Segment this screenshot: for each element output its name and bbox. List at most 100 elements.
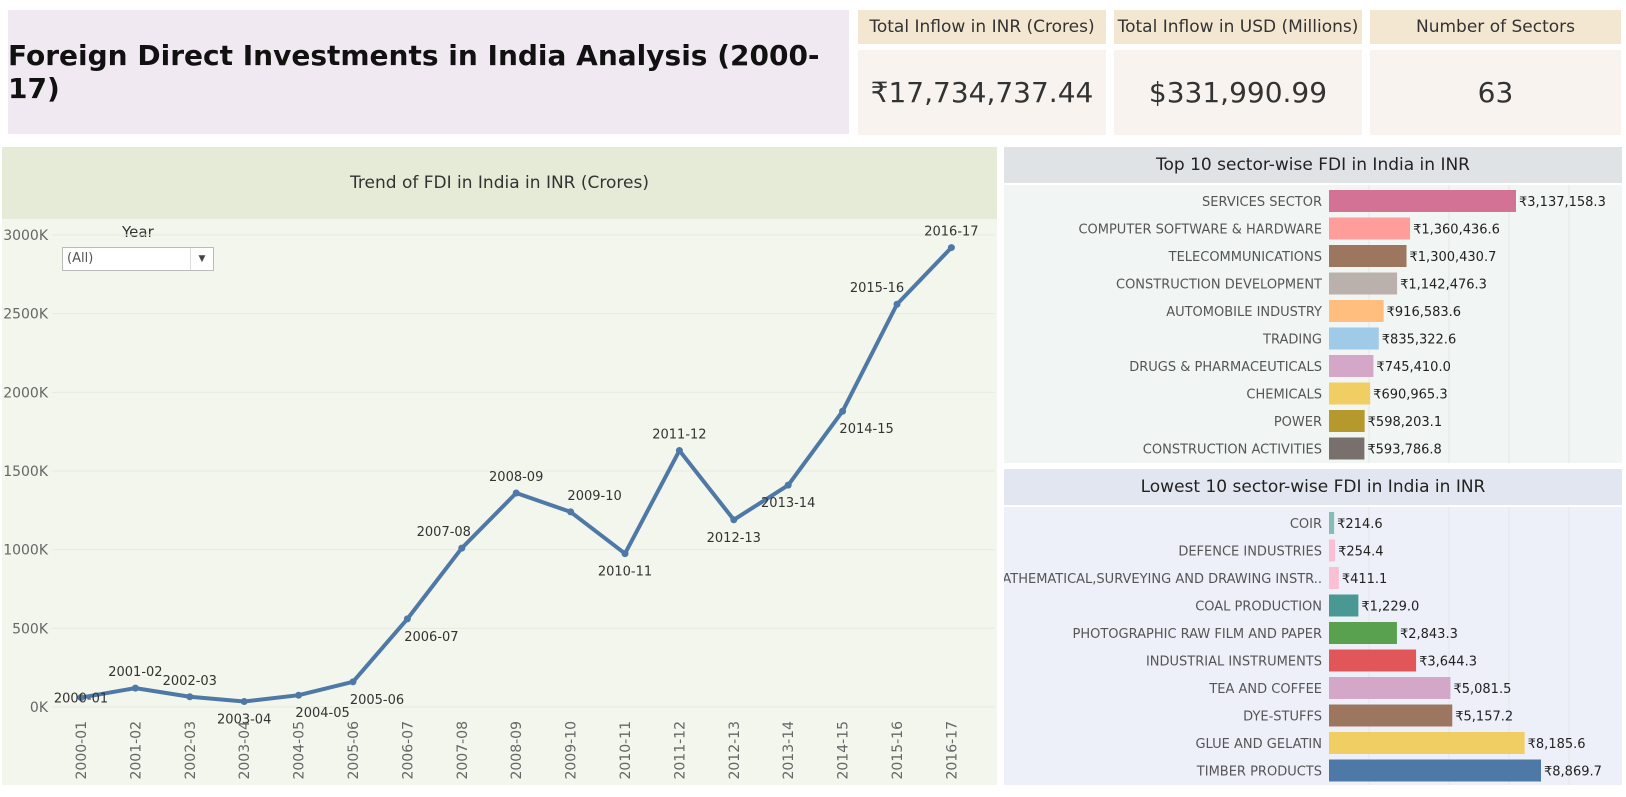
title-panel: Foreign Direct Investments in India Anal… bbox=[8, 10, 849, 134]
bar bbox=[1329, 567, 1339, 589]
data-label: 2007-08 bbox=[417, 525, 471, 540]
bar-category-label: AUTOMOBILE INDUSTRY bbox=[1166, 305, 1322, 320]
bar-value-label: ₹3,644.3 bbox=[1419, 655, 1477, 670]
bar-category-label: MATHEMATICAL,SURVEYING AND DRAWING INSTR… bbox=[1004, 572, 1322, 587]
top10-chart-panel bbox=[1004, 185, 1622, 463]
y-tick-label: 1500K bbox=[3, 464, 49, 480]
bar-value-label: ₹2,843.3 bbox=[1400, 627, 1458, 642]
trend-line-chart: 0K500K1000K1500K2000K2500K3000K2000-0120… bbox=[3, 225, 995, 780]
page-title: Foreign Direct Investments in India Anal… bbox=[8, 39, 820, 105]
data-label: 2016-17 bbox=[924, 225, 978, 240]
y-tick-label: 3000K bbox=[3, 228, 49, 244]
x-tick-label: 2003-04 bbox=[237, 721, 253, 780]
bar-category-label: DYE-STUFFS bbox=[1243, 710, 1322, 725]
data-label: 2009-10 bbox=[567, 489, 621, 504]
data-point bbox=[131, 684, 139, 692]
y-tick-label: 500K bbox=[12, 621, 49, 637]
bar-value-label: ₹214.6 bbox=[1337, 517, 1383, 532]
year-filter-label: Year bbox=[122, 223, 154, 241]
kpi-inr-label: Total Inflow in INR (Crores) bbox=[858, 10, 1106, 44]
bar-category-label: POWER bbox=[1274, 415, 1322, 430]
data-point bbox=[567, 508, 575, 516]
data-point bbox=[77, 694, 85, 702]
y-tick-label: 2000K bbox=[3, 385, 49, 401]
data-label: 2006-07 bbox=[404, 630, 458, 645]
bar-value-label: ₹3,137,158.3 bbox=[1519, 195, 1606, 210]
bar bbox=[1329, 539, 1336, 562]
data-point bbox=[403, 615, 411, 623]
data-label: 2002-03 bbox=[163, 674, 217, 689]
bar-value-label: ₹8,869.7 bbox=[1544, 765, 1602, 780]
bar-value-label: ₹5,081.5 bbox=[1453, 682, 1511, 697]
bar bbox=[1329, 355, 1374, 377]
kpi-usd-label: Total Inflow in USD (Millions) bbox=[1114, 10, 1362, 44]
x-tick-label: 2000-01 bbox=[74, 721, 90, 780]
top10-chart-title: Top 10 sector-wise FDI in India in INR bbox=[1004, 147, 1622, 183]
data-point bbox=[458, 544, 466, 552]
y-tick-label: 2500K bbox=[3, 307, 49, 323]
bar-value-label: ₹598,203.1 bbox=[1368, 415, 1442, 430]
bar bbox=[1329, 732, 1525, 754]
x-tick-label: 2008-09 bbox=[509, 721, 525, 780]
data-label: 2003-04 bbox=[217, 712, 271, 727]
data-label: 2008-09 bbox=[489, 470, 543, 485]
x-tick-label: 2002-03 bbox=[183, 721, 199, 780]
bar-value-label: ₹1,360,436.6 bbox=[1413, 223, 1500, 238]
data-label: 2010-11 bbox=[598, 565, 652, 580]
bar-category-label: TELECOMMUNICATIONS bbox=[1168, 250, 1322, 265]
kpi-inr-value: ₹17,734,737.44 bbox=[858, 50, 1106, 135]
y-tick-label: 0K bbox=[30, 700, 49, 716]
x-tick-label: 2006-07 bbox=[400, 721, 416, 780]
x-tick-label: 2001-02 bbox=[128, 721, 144, 780]
bar-value-label: ₹1,229.0 bbox=[1361, 600, 1419, 615]
kpi-usd-value: $331,990.99 bbox=[1114, 50, 1362, 135]
top10-bar-chart: SERVICES SECTOR ₹3,137,158.3 COMPUTER SOFT… bbox=[1078, 185, 1606, 463]
bar-value-label: ₹411.1 bbox=[1342, 572, 1388, 587]
x-tick-label: 2005-06 bbox=[346, 721, 362, 780]
chevron-down-icon[interactable]: ▼ bbox=[190, 248, 213, 270]
bar-category-label: DRUGS & PHARMACEUTICALS bbox=[1129, 360, 1322, 375]
bar-category-label: COIR bbox=[1290, 517, 1322, 532]
data-point bbox=[512, 489, 520, 497]
year-filter-dropdown[interactable]: (All) ▼ bbox=[62, 247, 214, 271]
bar-value-label: ₹593,786.8 bbox=[1367, 443, 1441, 458]
bar bbox=[1329, 272, 1398, 295]
bar bbox=[1329, 300, 1384, 322]
bar-value-label: ₹916,583.6 bbox=[1387, 305, 1461, 320]
bar bbox=[1329, 622, 1397, 644]
bar bbox=[1329, 217, 1411, 240]
data-point bbox=[947, 244, 955, 252]
data-point bbox=[349, 678, 357, 686]
bar bbox=[1329, 677, 1451, 699]
x-tick-label: 2014-15 bbox=[836, 721, 852, 780]
bar-category-label: CONSTRUCTION DEVELOPMENT bbox=[1116, 278, 1322, 293]
bar bbox=[1329, 704, 1453, 727]
x-tick-label: 2015-16 bbox=[890, 721, 906, 780]
bar-value-label: ₹8,185.6 bbox=[1528, 737, 1586, 752]
data-label: 2001-02 bbox=[108, 665, 162, 680]
x-tick-label: 2007-08 bbox=[455, 721, 471, 780]
bar bbox=[1329, 437, 1365, 460]
data-label: 2005-06 bbox=[350, 693, 404, 708]
bar-category-label: DEFENCE INDUSTRIES bbox=[1178, 545, 1322, 560]
lowest10-bar-chart: COIR ₹214.6 DEFENCE INDUSTRIES ₹254.4 MATHEM… bbox=[1004, 507, 1602, 785]
x-tick-label: 2016-17 bbox=[944, 721, 960, 780]
data-point bbox=[621, 550, 629, 558]
data-point bbox=[675, 447, 683, 455]
x-tick-label: 2010-11 bbox=[618, 721, 634, 780]
data-point bbox=[240, 697, 248, 705]
data-label: 2011-12 bbox=[652, 428, 706, 443]
bar bbox=[1329, 649, 1417, 672]
bar bbox=[1329, 759, 1541, 782]
data-label: 2015-16 bbox=[850, 281, 904, 296]
bar-value-label: ₹254.4 bbox=[1338, 545, 1384, 560]
bar bbox=[1329, 327, 1379, 350]
data-point bbox=[893, 300, 901, 308]
trend-chart-title: Trend of FDI in India in INR (Crores) bbox=[2, 147, 997, 219]
bar-category-label: COMPUTER SOFTWARE & HARDWARE bbox=[1078, 223, 1322, 238]
lowest10-chart-title: Lowest 10 sector-wise FDI in India in IN… bbox=[1004, 469, 1622, 505]
x-tick-label: 2011-12 bbox=[672, 721, 688, 780]
data-point bbox=[839, 407, 847, 415]
bar-category-label: PHOTOGRAPHIC RAW FILM AND PAPER bbox=[1073, 627, 1322, 642]
bar-category-label: COAL PRODUCTION bbox=[1195, 600, 1322, 615]
